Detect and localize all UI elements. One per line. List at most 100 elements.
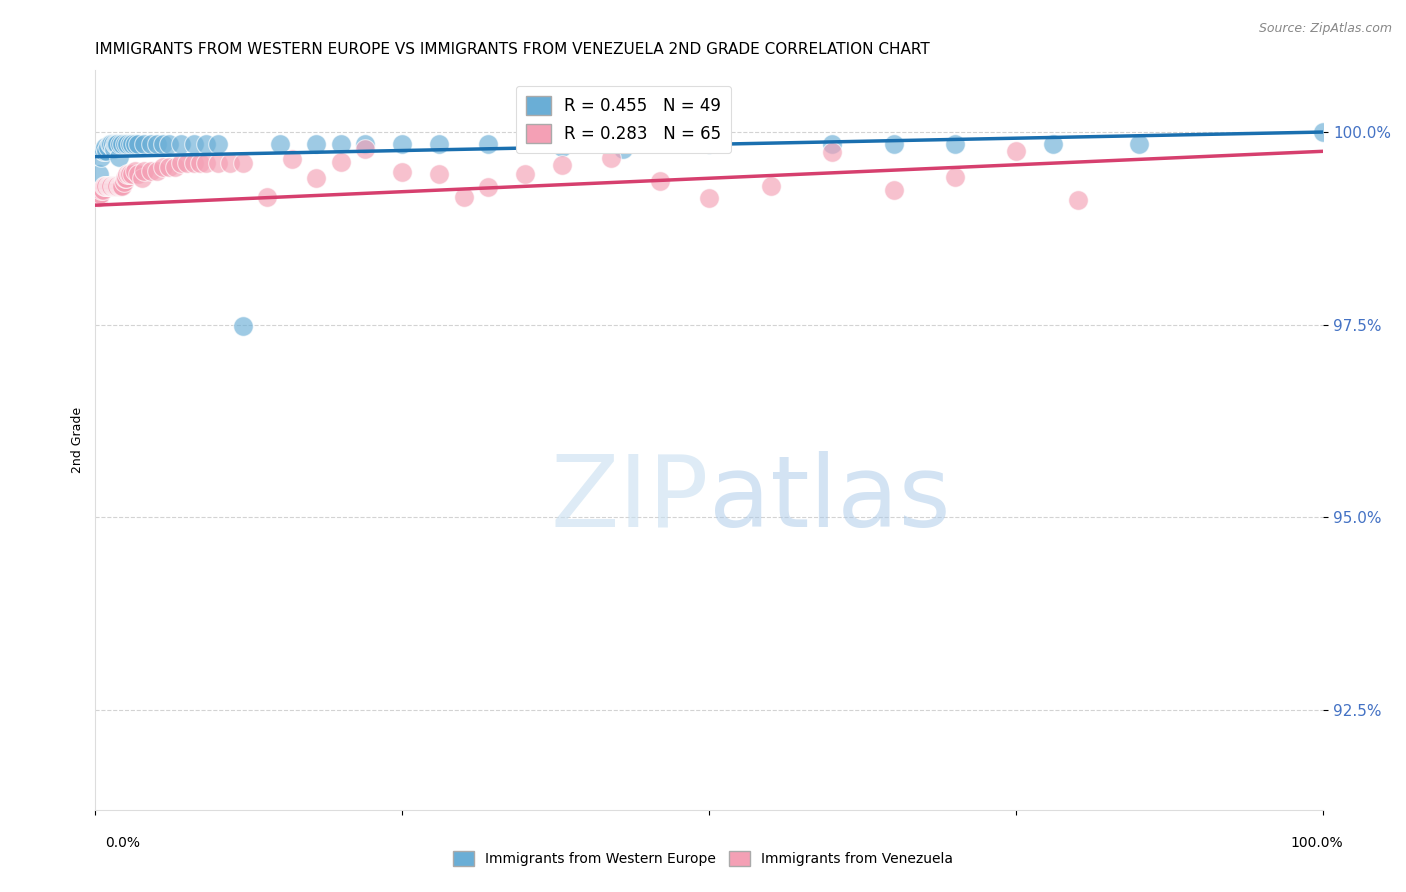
Point <box>1005 144 1028 158</box>
Point <box>121 136 143 151</box>
Point <box>477 136 499 151</box>
Point <box>1312 125 1334 139</box>
Text: ZIP: ZIP <box>551 450 709 548</box>
Point <box>391 136 413 151</box>
Point <box>391 165 413 179</box>
Legend: R = 0.455   N = 49, R = 0.283   N = 65: R = 0.455 N = 49, R = 0.283 N = 65 <box>516 87 731 153</box>
Point <box>170 156 193 170</box>
Point <box>305 136 328 151</box>
Point <box>118 168 141 182</box>
Point <box>354 142 377 156</box>
Point <box>87 168 110 182</box>
Point <box>176 156 198 170</box>
Point <box>188 156 211 170</box>
Point <box>107 178 129 193</box>
Point <box>882 183 904 197</box>
Point <box>477 179 499 194</box>
Point <box>207 136 229 151</box>
Point <box>117 168 139 182</box>
Point <box>152 136 174 151</box>
Point <box>697 191 720 205</box>
Point <box>111 136 134 151</box>
Point <box>269 136 291 151</box>
Point <box>329 155 352 169</box>
Point <box>100 136 122 151</box>
Point <box>108 136 131 151</box>
Point <box>97 140 120 154</box>
Point <box>207 156 229 170</box>
Point <box>1128 136 1150 151</box>
Point <box>759 178 782 193</box>
Point <box>91 183 114 197</box>
Point <box>87 190 110 204</box>
Point <box>103 142 125 156</box>
Point <box>131 171 153 186</box>
Point <box>600 151 623 165</box>
Point <box>105 178 128 193</box>
Point <box>183 136 205 151</box>
Point <box>650 174 672 188</box>
Point <box>194 136 217 151</box>
Point <box>96 145 118 159</box>
Point <box>110 178 132 193</box>
Point <box>194 156 217 170</box>
Text: 0.0%: 0.0% <box>105 836 141 850</box>
Point <box>107 136 129 151</box>
Point <box>124 136 146 151</box>
Point <box>98 178 121 193</box>
Point <box>94 140 117 154</box>
Point <box>115 171 138 186</box>
Point <box>139 136 162 151</box>
Point <box>1042 136 1064 151</box>
Point <box>93 145 115 159</box>
Text: atlas: atlas <box>709 450 950 548</box>
Point <box>219 156 242 170</box>
Point <box>453 190 475 204</box>
Point <box>170 136 193 151</box>
Point <box>91 145 114 159</box>
Point <box>93 178 115 193</box>
Point <box>612 142 634 156</box>
Point <box>103 178 125 193</box>
Point <box>183 156 205 170</box>
Point <box>124 163 146 178</box>
Point <box>152 160 174 174</box>
Point <box>87 190 110 204</box>
Point <box>305 170 328 185</box>
Text: IMMIGRANTS FROM WESTERN EUROPE VS IMMIGRANTS FROM VENEZUELA 2ND GRADE CORRELATIO: IMMIGRANTS FROM WESTERN EUROPE VS IMMIGR… <box>96 42 931 57</box>
Point <box>943 169 966 184</box>
Point <box>100 178 122 193</box>
Point <box>104 136 127 151</box>
Text: 100.0%: 100.0% <box>1291 836 1343 850</box>
Point <box>165 160 187 174</box>
Point <box>114 136 136 151</box>
Point <box>108 178 131 193</box>
Point <box>427 136 450 151</box>
Point <box>281 153 304 167</box>
Point <box>157 136 180 151</box>
Point <box>97 178 120 193</box>
Text: Source: ZipAtlas.com: Source: ZipAtlas.com <box>1258 22 1392 36</box>
Point <box>111 178 134 193</box>
Point <box>134 163 156 178</box>
Point <box>145 136 167 151</box>
Point <box>90 150 112 164</box>
Point <box>1066 193 1088 207</box>
Point <box>105 136 128 151</box>
Point <box>943 136 966 151</box>
Point <box>90 183 112 197</box>
Point <box>114 171 136 186</box>
Point <box>127 168 149 182</box>
Point <box>821 145 844 160</box>
Point <box>157 160 180 174</box>
Point <box>96 178 118 193</box>
Legend: Immigrants from Western Europe, Immigrants from Venezuela: Immigrants from Western Europe, Immigran… <box>447 846 959 871</box>
Point <box>98 136 121 151</box>
Point <box>256 190 278 204</box>
Y-axis label: 2nd Grade: 2nd Grade <box>72 407 84 473</box>
Point <box>94 178 117 193</box>
Point <box>127 136 149 151</box>
Point <box>354 136 377 151</box>
Point <box>107 178 129 193</box>
Point <box>117 168 139 182</box>
